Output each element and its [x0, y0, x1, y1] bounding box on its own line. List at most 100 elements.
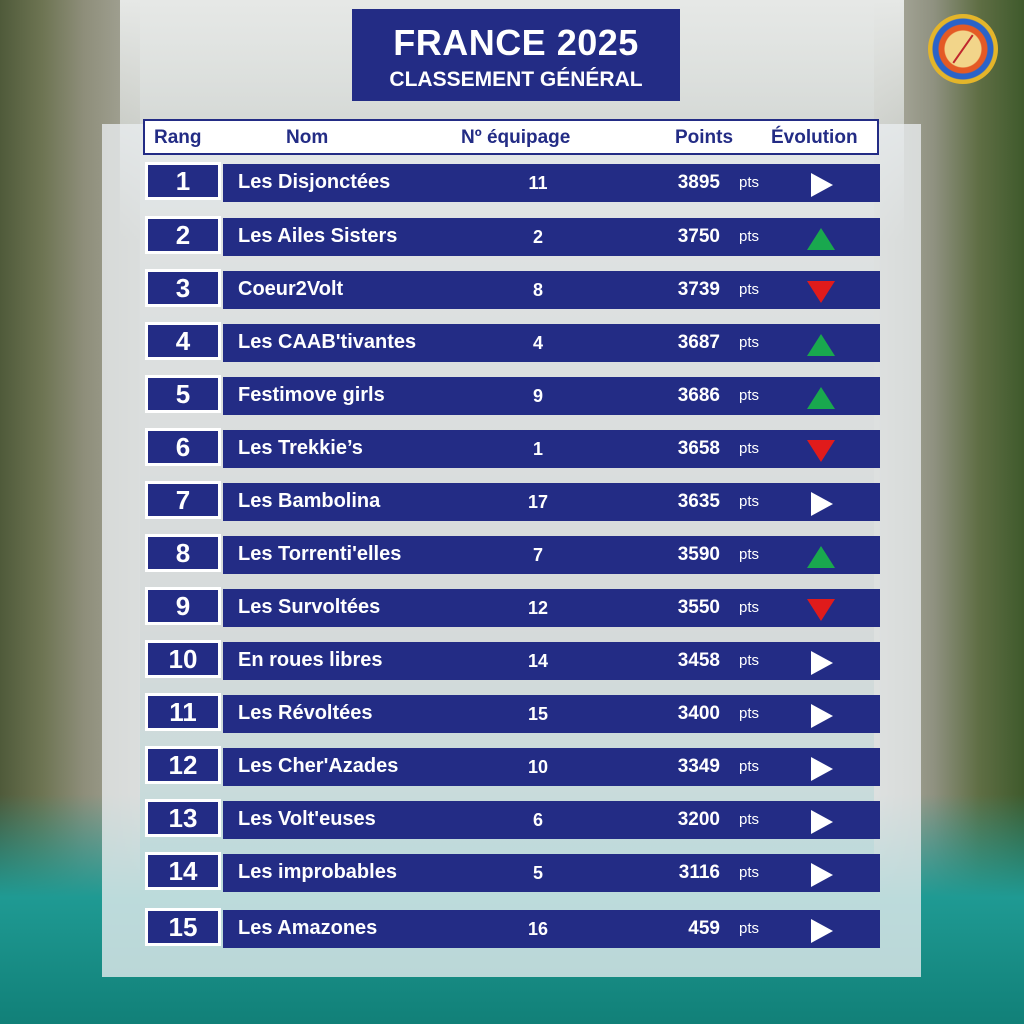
rank-badge: 4	[145, 322, 221, 360]
crew-number: 8	[532, 280, 543, 300]
points-value: 3739	[677, 279, 720, 300]
team-name: Les Bambolina	[238, 490, 381, 512]
row-bar	[223, 324, 880, 362]
table-row: 3 Coeur2Volt 8 3739 pts	[0, 269, 1024, 309]
rank-badge: 1	[145, 162, 221, 200]
points-value: 3686	[677, 385, 720, 406]
rank-badge: 13	[145, 799, 221, 837]
compass-logo-icon	[928, 14, 998, 84]
crew-number: 16	[528, 919, 549, 939]
rank-badge: 2	[145, 216, 221, 254]
compass-needle-icon	[952, 34, 974, 64]
evolution-cell	[806, 918, 840, 944]
points-value: 459	[688, 918, 720, 939]
points-unit: pts	[739, 652, 760, 669]
rank-badge: 12	[145, 746, 221, 784]
points-value: 3895	[677, 172, 720, 193]
triangle-right-icon	[811, 173, 833, 197]
evolution-cell	[806, 385, 840, 411]
row-bar	[223, 483, 880, 521]
triangle-up-icon	[807, 334, 835, 356]
page-subtitle: CLASSEMENT GÉNÉRAL	[389, 68, 643, 91]
table-row: 9 Les Survoltées 12 3550 pts	[0, 587, 1024, 627]
points-unit: pts	[739, 546, 760, 563]
crew-number: 1	[532, 439, 543, 459]
rank-badge: 11	[145, 693, 221, 731]
points-value: 3400	[677, 703, 720, 724]
points-unit: pts	[739, 174, 760, 191]
row-bar	[223, 801, 880, 839]
rank-badge: 15	[145, 908, 221, 946]
row-bar	[223, 377, 880, 415]
team-name: En roues libres	[238, 649, 383, 671]
team-name: Festimove girls	[238, 384, 385, 406]
points-unit: pts	[739, 334, 760, 351]
crew-number: 9	[532, 386, 543, 406]
table-row: 5 Festimove girls 9 3686 pts	[0, 375, 1024, 415]
evolution-cell	[806, 226, 840, 252]
points-value: 3116	[678, 862, 720, 883]
triangle-right-icon	[811, 810, 833, 834]
team-name: Les Volt'euses	[238, 808, 376, 830]
team-name: Les Cher'Azades	[238, 755, 399, 777]
crew-number: 14	[528, 651, 549, 671]
table-row: 11 Les Révoltées 15 3400 pts	[0, 693, 1024, 733]
points-value: 3200	[677, 809, 720, 830]
crew-number: 4	[532, 333, 543, 353]
triangle-up-icon	[807, 387, 835, 409]
crew-number: 2	[532, 227, 543, 247]
points-unit: pts	[739, 493, 760, 510]
team-name: Les Amazones	[238, 917, 378, 939]
row-bar	[223, 642, 880, 680]
crew-number: 10	[528, 757, 549, 777]
row-bar	[223, 695, 880, 733]
crew-number: 15	[528, 704, 549, 724]
page-title: FRANCE 2025	[393, 22, 639, 63]
row-bar	[223, 218, 880, 256]
triangle-down-icon	[807, 440, 835, 462]
team-name: Les improbables	[238, 861, 397, 883]
team-name: Les Survoltées	[238, 596, 381, 618]
team-name: Les Trekkie’s	[238, 437, 363, 459]
points-unit: pts	[739, 440, 760, 457]
points-unit: pts	[739, 920, 760, 937]
team-name: Coeur2Volt	[238, 278, 344, 300]
crew-number: 17	[528, 492, 549, 512]
points-unit: pts	[739, 705, 760, 722]
rank-badge: 14	[145, 852, 221, 890]
points-unit: pts	[739, 864, 760, 881]
triangle-up-icon	[807, 546, 835, 568]
triangle-right-icon	[811, 704, 833, 728]
rank-badge: 8	[145, 534, 221, 572]
points-value: 3590	[677, 544, 720, 565]
points-value: 3687	[677, 332, 720, 353]
triangle-down-icon	[807, 599, 835, 621]
crew-number: 11	[528, 173, 548, 193]
points-value: 3658	[677, 438, 720, 459]
header-points: Points	[675, 127, 734, 148]
evolution-cell	[806, 332, 840, 358]
points-unit: pts	[739, 387, 760, 404]
crew-number: 7	[532, 545, 543, 565]
evolution-cell	[806, 172, 840, 198]
row-bar	[223, 910, 880, 948]
evolution-cell	[806, 650, 840, 676]
triangle-right-icon	[811, 651, 833, 675]
triangle-up-icon	[807, 228, 835, 250]
row-bar	[223, 430, 880, 468]
evolution-cell	[806, 809, 840, 835]
evolution-cell	[806, 597, 840, 623]
triangle-right-icon	[811, 919, 833, 943]
team-name: Les CAAB'tivantes	[238, 331, 417, 353]
team-name: Les Révoltées	[238, 702, 373, 724]
row-bar	[223, 536, 880, 574]
row-bar	[223, 589, 880, 627]
rank-badge: 9	[145, 587, 221, 625]
table-row: 1 Les Disjonctées 11 3895 pts	[0, 162, 1024, 202]
rank-badge: 7	[145, 481, 221, 519]
title-banner: FRANCE 2025 CLASSEMENT GÉNÉRAL	[352, 9, 680, 101]
table-row: 6 Les Trekkie’s 1 3658 pts	[0, 428, 1024, 468]
points-unit: pts	[739, 811, 760, 828]
points-unit: pts	[739, 758, 760, 775]
